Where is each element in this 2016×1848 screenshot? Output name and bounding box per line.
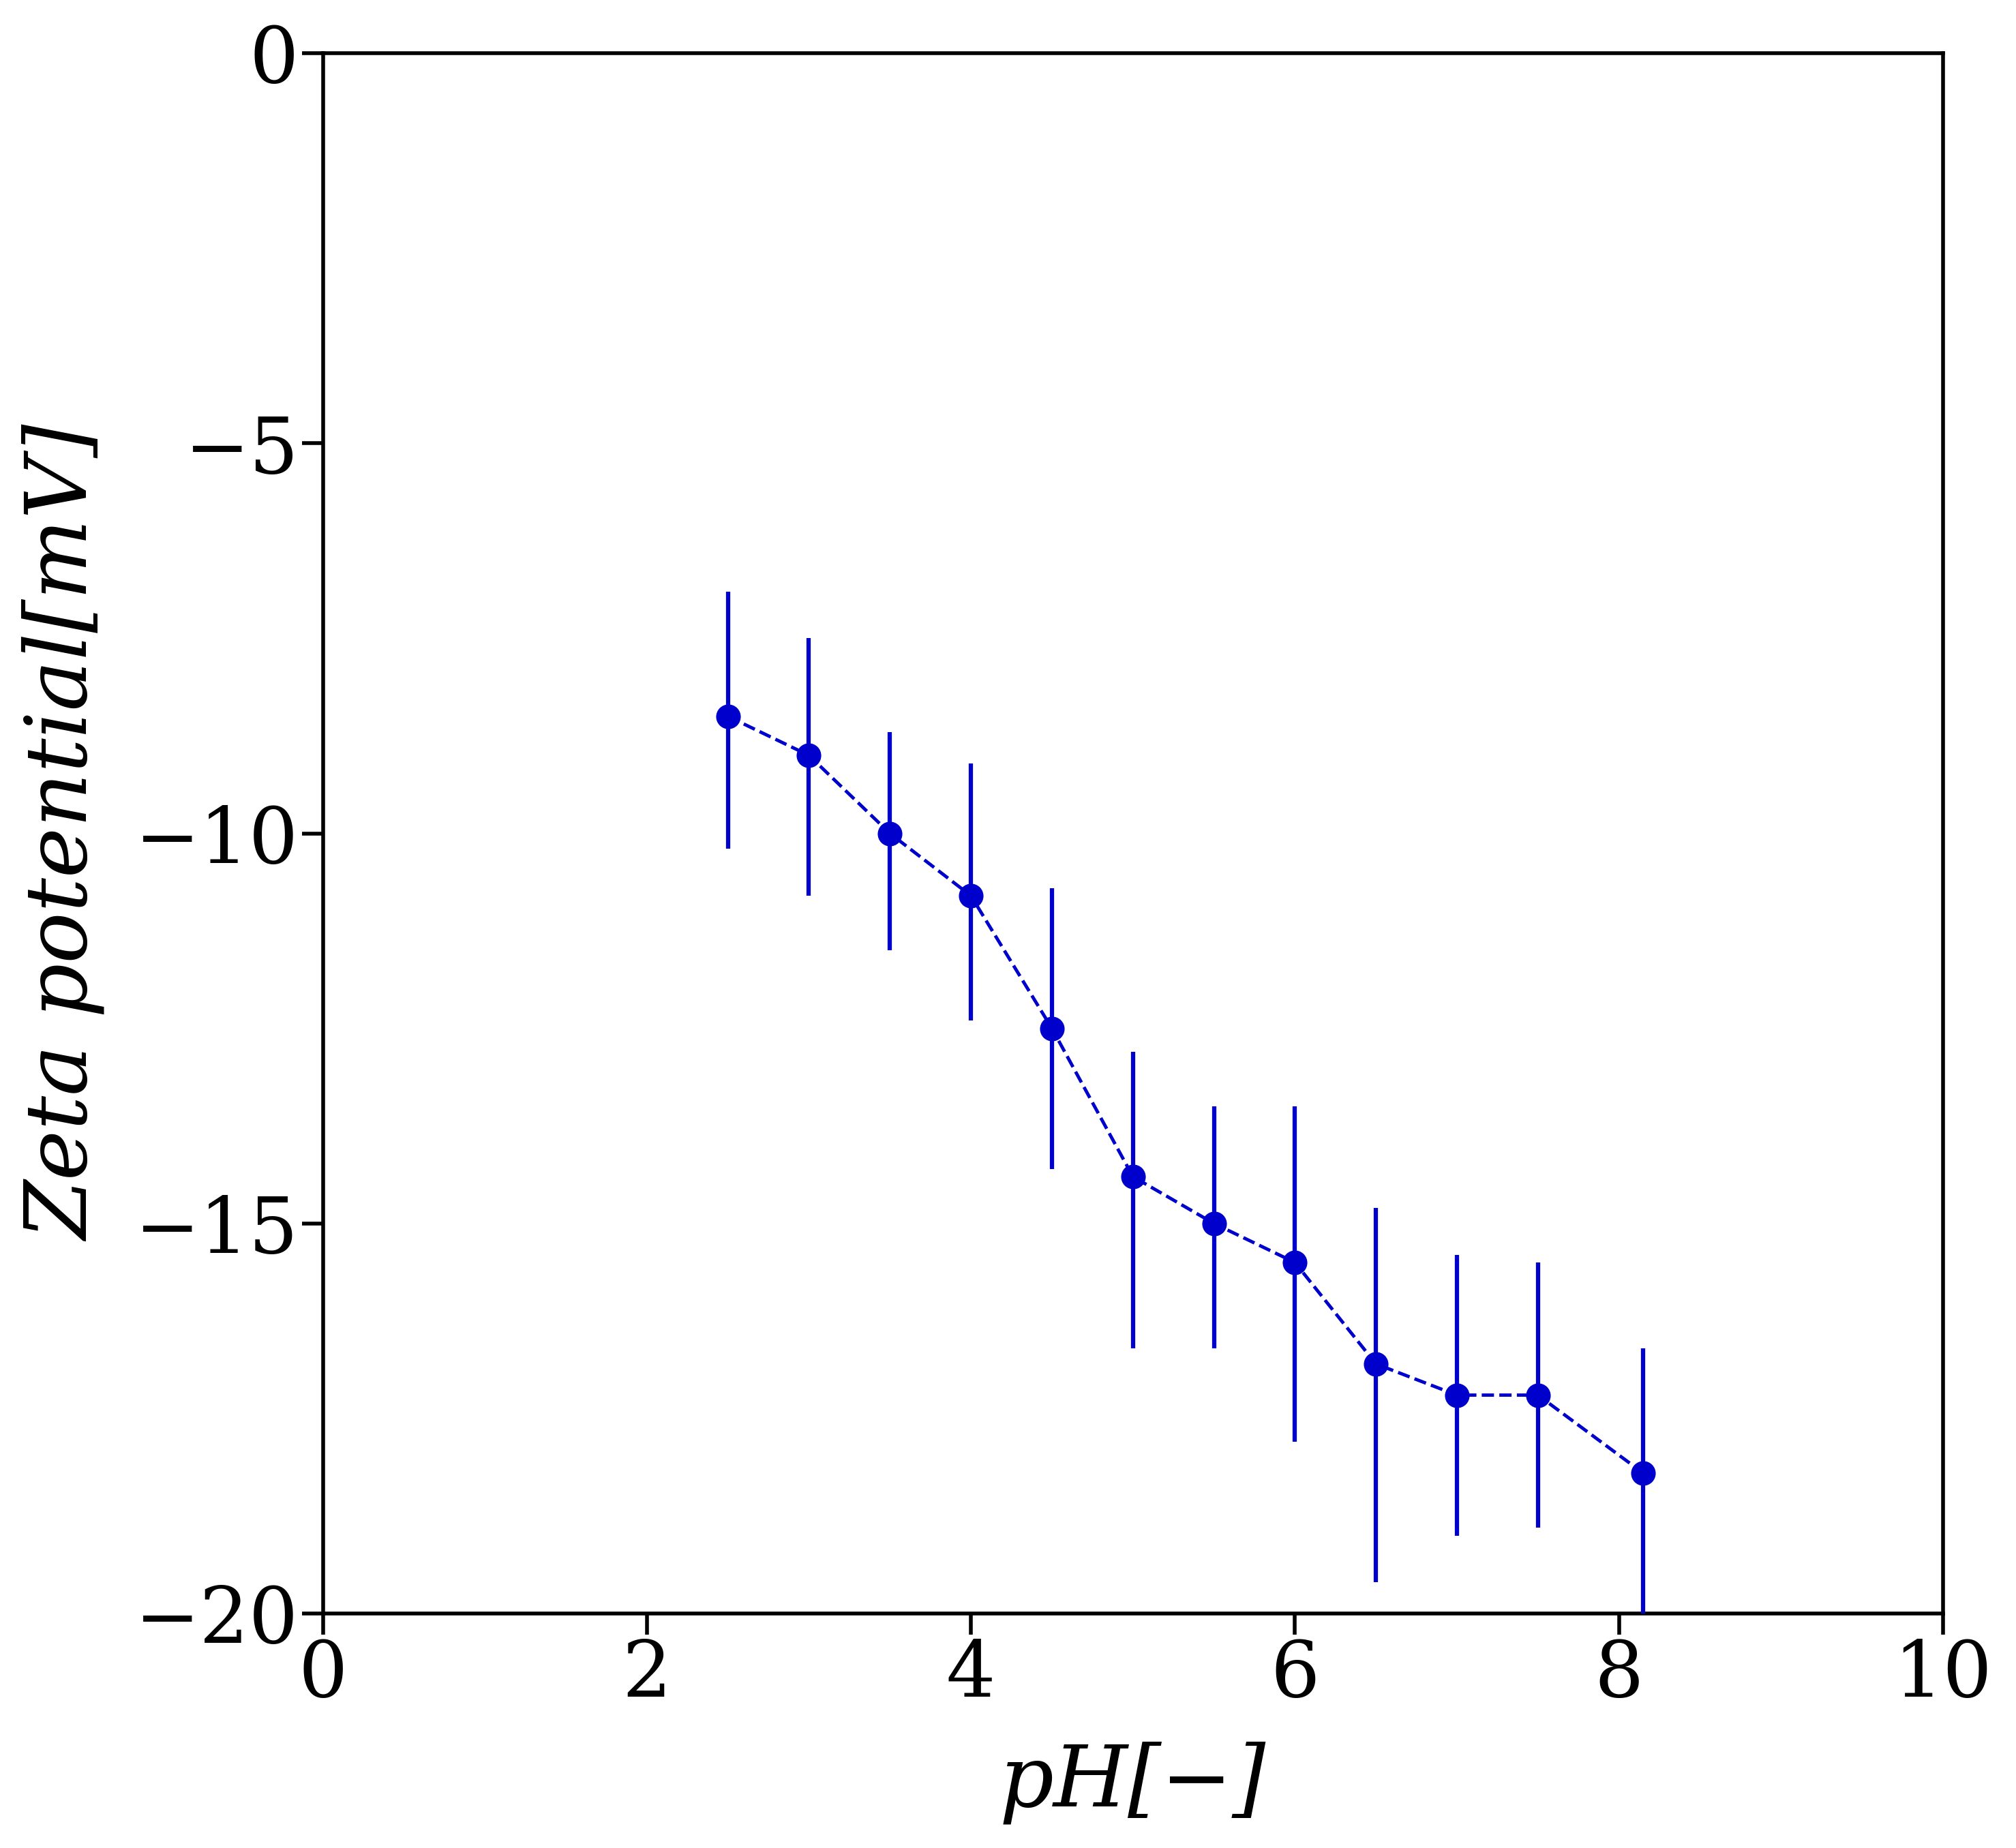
Y-axis label: Zeta potential[mV]: Zeta potential[mV] [24,425,107,1242]
X-axis label: pH[−]: pH[−] [1000,1741,1266,1824]
